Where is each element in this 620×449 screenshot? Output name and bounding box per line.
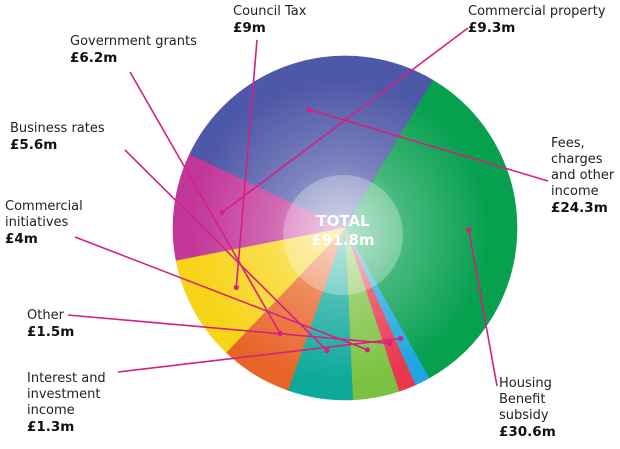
leader-dot-3 bbox=[398, 336, 404, 342]
slice-name-line: Housing bbox=[499, 376, 552, 391]
slice-label-4: Other £1.5m bbox=[27, 308, 74, 340]
slice-value: £9m bbox=[233, 20, 266, 36]
slice-name-line: income bbox=[551, 184, 599, 199]
slice-name-line: Government grants bbox=[70, 34, 197, 49]
slice-name-line: Fees, bbox=[551, 136, 585, 151]
slice-label-3: Interest and investment income £1.3m bbox=[27, 371, 106, 435]
slice-labels: Commercial property £9.3m Fees, charges and … bbox=[5, 4, 615, 440]
leader-line-7 bbox=[129, 71, 281, 334]
slice-name-line: Council Tax bbox=[233, 4, 307, 19]
slice-label-0: Commercial property £9.3m bbox=[468, 4, 606, 36]
slice-value: £5.6m bbox=[10, 137, 57, 153]
leader-line-1 bbox=[308, 108, 549, 182]
slice-label-7: Government grants £6.2m bbox=[70, 34, 197, 66]
slice-name-line: Other bbox=[27, 308, 65, 323]
slice-name-line: initiatives bbox=[5, 215, 69, 230]
slice-value: £6.2m bbox=[70, 50, 117, 66]
slice-value: £24.3m bbox=[551, 200, 608, 216]
slice-label-6: Business rates £5.6m bbox=[10, 121, 105, 153]
slice-label-1: Fees, charges and other income £24.3m bbox=[551, 136, 615, 216]
slice-value: £1.5m bbox=[27, 324, 74, 340]
total-label: TOTAL bbox=[316, 212, 370, 230]
slice-name-line: charges bbox=[551, 152, 603, 167]
leader-dot-8 bbox=[233, 284, 239, 290]
slice-name-line: Benefit bbox=[499, 392, 545, 407]
leader-line-5 bbox=[74, 236, 368, 351]
slice-name-line: income bbox=[27, 403, 75, 418]
leader-line-6 bbox=[124, 149, 328, 352]
slice-label-2: Housing Benefit subsidy £30.6m bbox=[499, 376, 556, 440]
slice-name-line: Business rates bbox=[10, 121, 105, 136]
leader-line-4 bbox=[67, 314, 390, 345]
slice-label-5: Commercial initiatives £4m bbox=[5, 199, 83, 247]
total-value: £91.8m bbox=[311, 231, 374, 249]
leader-line-8 bbox=[235, 39, 258, 288]
total-disc bbox=[283, 175, 403, 295]
leader-dot-4 bbox=[387, 340, 393, 347]
slice-value: £4m bbox=[5, 231, 38, 247]
leader-lines bbox=[67, 27, 549, 387]
leader-dot-2 bbox=[466, 227, 472, 233]
slice-value: £30.6m bbox=[499, 424, 556, 440]
leader-dot-1 bbox=[306, 106, 312, 113]
slice-name-line: Commercial bbox=[5, 199, 83, 214]
slice-name-line: Interest and bbox=[27, 371, 106, 386]
slice-name-line: investment bbox=[27, 387, 100, 402]
leader-dot-7 bbox=[277, 330, 283, 337]
leader-line-2 bbox=[468, 229, 498, 387]
leader-dot-5 bbox=[364, 347, 370, 353]
slice-name-line: subsidy bbox=[499, 408, 549, 423]
slice-value: £9.3m bbox=[468, 20, 515, 36]
slice-name-line: and other bbox=[551, 168, 615, 183]
slice-value: £1.3m bbox=[27, 419, 74, 435]
leader-dot-6 bbox=[324, 347, 330, 354]
leader-dot-0 bbox=[219, 209, 225, 215]
slice-label-8: Council Tax £9m bbox=[233, 4, 307, 36]
slice-name-line: Commercial property bbox=[468, 4, 606, 19]
